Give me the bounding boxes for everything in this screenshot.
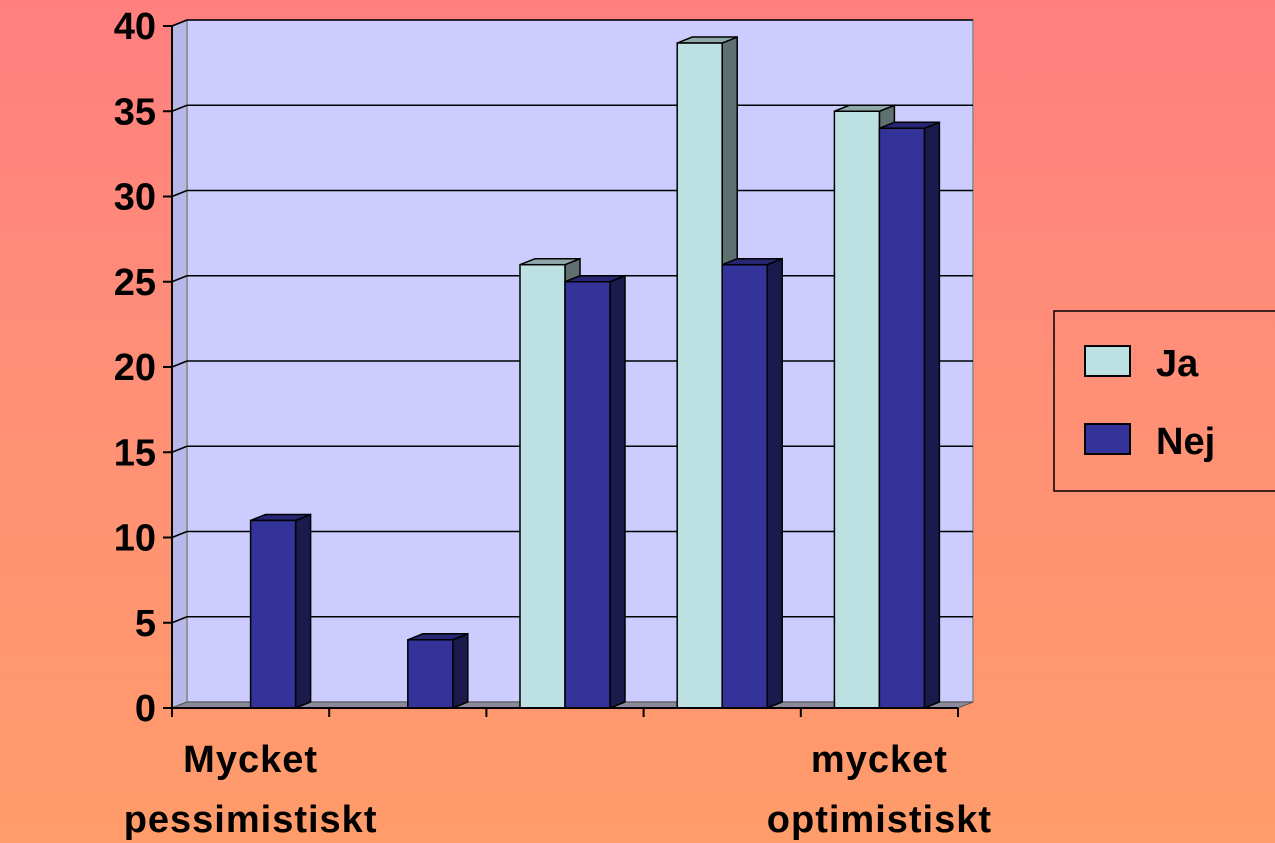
gridline-side: [171, 19, 188, 27]
bar-front: [833, 110, 881, 709]
gridline-side: [171, 104, 188, 112]
bar-front: [878, 127, 926, 709]
bar-nej: [564, 274, 626, 710]
x-tick-label: pessimistiskt: [124, 799, 378, 841]
bar-nej: [878, 121, 941, 710]
bar-side: [923, 121, 941, 710]
bar-side: [452, 632, 469, 710]
legend-label-ja: Ja: [1156, 343, 1199, 385]
axes: 0 5 10 15 20 25 30 35 40 Mycket pessimistiskt mycke…: [114, 6, 992, 841]
legend-swatch-ja: [1084, 345, 1131, 377]
x-tick-label: Mycket: [183, 739, 318, 781]
bars: [249, 35, 941, 710]
y-tick-label: 40: [114, 6, 156, 48]
gridline-side: [171, 275, 188, 283]
bar-nej: [249, 513, 312, 710]
gridline-side: [171, 189, 188, 198]
x-tick-label: mycket: [811, 739, 948, 781]
gridline-side: [171, 530, 188, 539]
y-tick-label: 30: [114, 177, 156, 219]
y-tick-label: 0: [135, 688, 156, 730]
y-tick-label: 5: [135, 603, 156, 645]
bar-nej: [721, 257, 783, 710]
gridline-side: [171, 445, 188, 453]
bar-side: [609, 274, 626, 710]
gridline-side: [171, 360, 188, 368]
legend-swatch-nej: [1084, 423, 1131, 455]
bar-front: [564, 281, 611, 709]
x-tick-label: optimistiskt: [767, 799, 992, 841]
bar-front: [676, 42, 723, 709]
y-tick-label: 15: [114, 432, 156, 474]
legend-label-nej: Nej: [1156, 421, 1215, 463]
y-tick-label: 20: [114, 347, 156, 389]
y-tick-label: 25: [114, 262, 156, 304]
bar-side: [294, 513, 312, 710]
bar-front: [721, 263, 768, 709]
bar-front: [249, 519, 297, 709]
gridline-side: [171, 616, 188, 624]
y-tick-label: 35: [114, 91, 156, 133]
legend-box: [1053, 310, 1275, 492]
bar-nej: [407, 632, 469, 710]
bar-side: [766, 257, 783, 710]
bar-front: [519, 263, 566, 709]
legend: Ja Nej: [1053, 310, 1275, 492]
y-tick-label: 10: [114, 518, 156, 560]
bar-front: [407, 639, 454, 709]
